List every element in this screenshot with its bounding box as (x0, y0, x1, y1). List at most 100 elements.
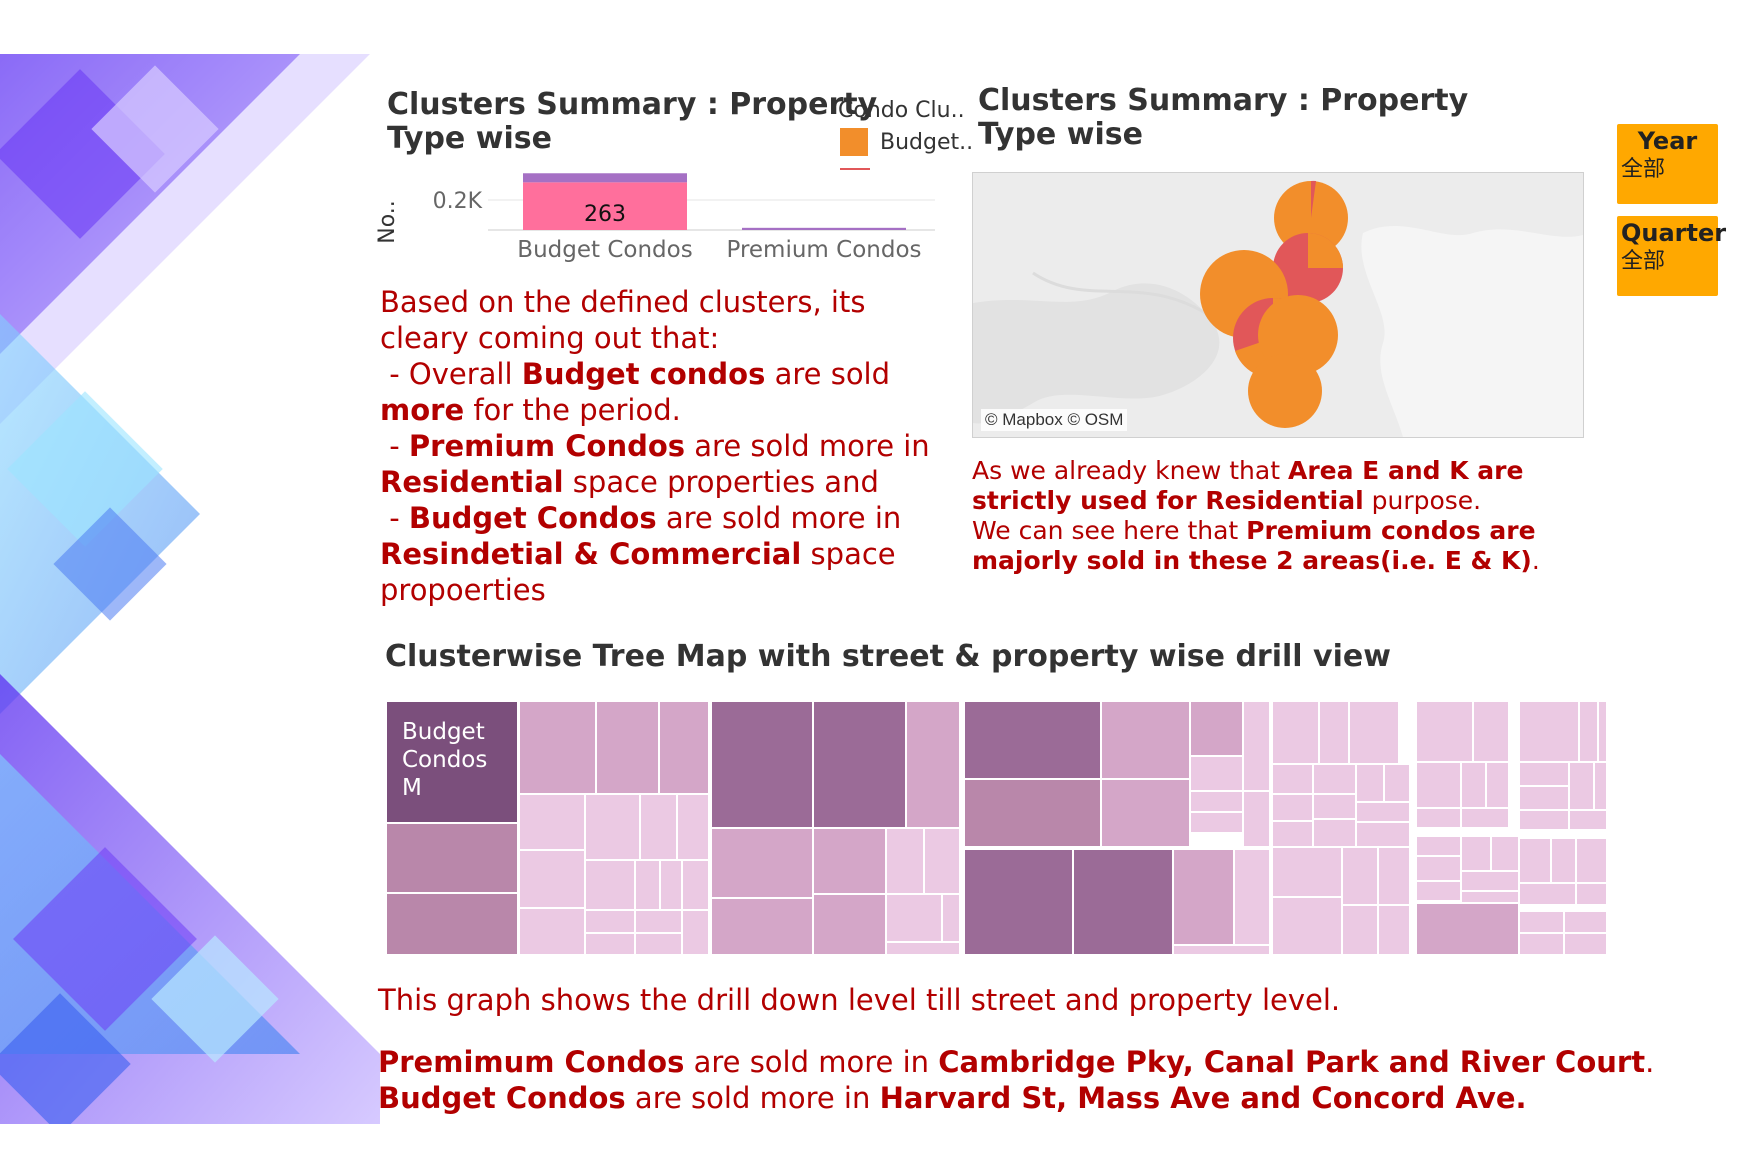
treemap-cell[interactable] (676, 793, 710, 861)
treemap-cell[interactable] (710, 701, 814, 829)
treemap-cell[interactable] (1377, 846, 1411, 906)
treemap-cell[interactable] (710, 827, 814, 899)
treemap-cell[interactable] (1415, 835, 1462, 857)
treemap-cell[interactable] (1563, 932, 1606, 955)
map-markers[interactable] (1200, 180, 1348, 428)
treemap-cell[interactable] (812, 827, 887, 895)
treemap-cell[interactable] (584, 932, 636, 955)
treemap-cell[interactable] (386, 822, 519, 894)
treemap-cell[interactable] (1578, 701, 1599, 763)
treemap-cell[interactable] (1355, 821, 1411, 848)
treemap-cell[interactable] (1518, 809, 1570, 831)
treemap-cell[interactable] (923, 827, 961, 895)
treemap-cell[interactable] (1355, 801, 1411, 823)
treemap-cell[interactable] (1348, 701, 1400, 765)
treemap-cell[interactable] (518, 793, 586, 851)
treemap-cell[interactable] (1518, 910, 1565, 934)
treemap-cell[interactable] (518, 907, 586, 955)
treemap-cell[interactable] (1341, 904, 1379, 955)
treemap-cell[interactable] (595, 701, 660, 795)
treemap-cell[interactable] (1518, 701, 1580, 763)
treemap-cell[interactable] (1415, 807, 1462, 829)
treemap-cell[interactable] (1271, 846, 1343, 898)
treemap-cell[interactable] (1100, 701, 1191, 780)
treemap-cell[interactable] (941, 893, 961, 943)
treemap-cell[interactable] (885, 941, 961, 955)
treemap-cell[interactable] (1377, 904, 1411, 955)
treemap-cell[interactable] (1568, 809, 1606, 831)
treemap-cell[interactable] (1233, 848, 1271, 946)
treemap-cell[interactable] (1593, 761, 1606, 811)
treemap-cell[interactable] (518, 849, 586, 909)
treemap-cell[interactable] (681, 909, 710, 955)
bar-secondary-1[interactable] (742, 227, 906, 230)
treemap-cell[interactable] (1415, 880, 1462, 902)
treemap-cell[interactable] (1490, 835, 1520, 872)
treemap-cell[interactable] (1472, 701, 1510, 763)
treemap-cell[interactable] (1460, 761, 1487, 809)
treemap-cell[interactable] (1415, 701, 1474, 763)
treemap-cell[interactable] (1460, 890, 1520, 904)
treemap-cell[interactable] (1172, 848, 1235, 946)
treemap-cell[interactable] (1460, 870, 1520, 892)
treemap-cell[interactable] (1460, 807, 1510, 829)
treemap-cell[interactable] (1563, 910, 1606, 934)
filter-quarter[interactable]: Quarter 全部 (1617, 216, 1726, 296)
treemap-cell[interactable] (658, 701, 710, 795)
treemap-cell[interactable] (885, 893, 943, 943)
treemap-cell[interactable] (584, 859, 636, 911)
bar-primary-0[interactable] (523, 182, 687, 230)
treemap-cell[interactable] (518, 701, 597, 795)
treemap-cell[interactable] (963, 701, 1102, 780)
treemap-cell[interactable] (812, 893, 887, 955)
treemap-cell[interactable] (1271, 763, 1314, 795)
treemap-cell[interactable] (905, 701, 961, 829)
treemap-cell[interactable] (659, 859, 683, 911)
treemap-cell[interactable] (1518, 761, 1570, 787)
treemap-cell[interactable] (1460, 835, 1492, 872)
filter-year[interactable]: Year 全部 (1617, 124, 1718, 204)
treemap-cell[interactable] (1550, 837, 1577, 884)
filter-quarter-value[interactable]: 全部 (1621, 249, 1666, 274)
treemap-cell[interactable] (1189, 755, 1244, 792)
treemap-cell[interactable] (1415, 855, 1462, 882)
treemap-cell[interactable] (1318, 701, 1350, 765)
treemap-cell[interactable] (1312, 793, 1357, 820)
treemap-cell[interactable] (1518, 785, 1570, 811)
treemap-cell[interactable] (1072, 848, 1174, 955)
treemap-cell[interactable] (1383, 763, 1411, 803)
treemap-cell[interactable] (812, 701, 907, 829)
treemap-cell[interactable] (584, 793, 641, 861)
treemap-cell[interactable] (1597, 701, 1606, 763)
treemap-cell[interactable] (1312, 763, 1357, 795)
treemap-cell[interactable] (1312, 818, 1357, 848)
treemap-cell[interactable] (1415, 902, 1520, 955)
filter-year-value[interactable]: 全部 (1621, 157, 1666, 182)
bar-secondary-0[interactable] (523, 173, 687, 183)
treemap-cell[interactable] (1242, 701, 1271, 792)
treemap-cell[interactable] (1189, 701, 1244, 757)
treemap-cell[interactable] (1568, 761, 1595, 811)
treemap-cell[interactable] (386, 892, 519, 955)
treemap-cell[interactable] (1189, 790, 1244, 813)
treemap-cell[interactable] (963, 778, 1102, 848)
treemap[interactable]: Budget Condos M (386, 701, 1606, 955)
treemap-cell[interactable] (1271, 793, 1314, 822)
treemap-cell[interactable] (1271, 701, 1320, 765)
treemap-cell[interactable] (1341, 846, 1379, 906)
treemap-cell[interactable] (681, 859, 710, 911)
treemap-cell[interactable] (1575, 882, 1606, 906)
treemap-cell[interactable] (634, 932, 683, 955)
treemap-cell[interactable] (639, 793, 678, 861)
treemap-cell[interactable] (1518, 882, 1577, 906)
treemap-cell[interactable] (963, 848, 1074, 955)
map-marker-6[interactable] (1248, 354, 1322, 428)
treemap-cell[interactable] (1485, 761, 1510, 809)
treemap-cell[interactable] (1575, 837, 1606, 884)
treemap-cell[interactable] (1271, 820, 1314, 848)
treemap-cell[interactable] (1415, 761, 1462, 809)
treemap-cell[interactable] (1271, 896, 1343, 955)
treemap-cell[interactable] (1189, 811, 1244, 834)
treemap-cell[interactable] (710, 897, 814, 955)
treemap-cell[interactable] (634, 859, 661, 911)
